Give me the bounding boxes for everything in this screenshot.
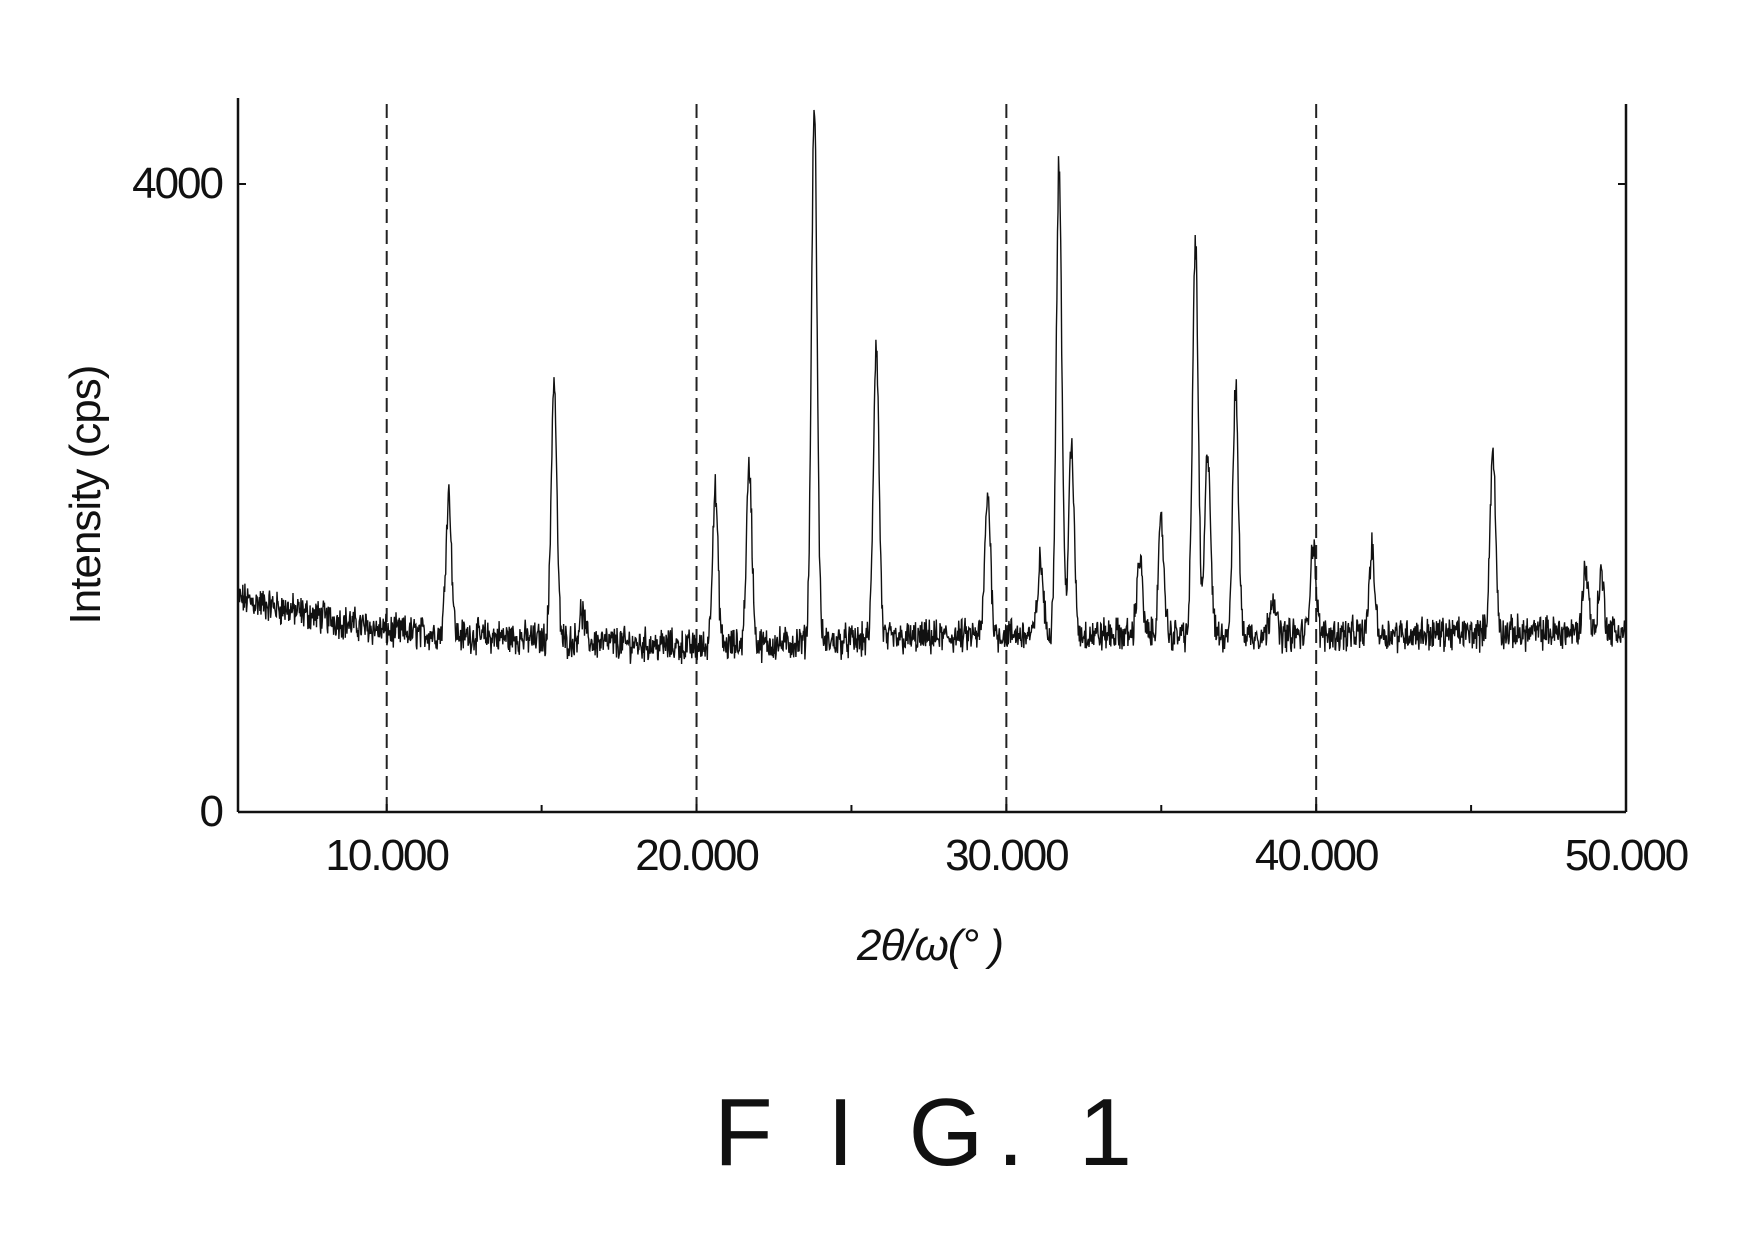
y-tick-label: 0 (200, 787, 223, 836)
y-axis-label: Intensity (cps) (61, 366, 110, 625)
x-tick-labels: 10.000 20.000 30.000 40.000 50.000 (325, 831, 1687, 880)
y-ticks (238, 184, 1626, 812)
x-tick-label: 30.000 (945, 831, 1068, 880)
x-tick-label: 50.000 (1565, 831, 1688, 880)
y-tick-labels: 0 4000 (132, 159, 222, 836)
axes (238, 98, 1626, 812)
series-line (238, 110, 1626, 664)
vertical-gridlines (387, 104, 1316, 812)
x-tick-label: 10.000 (325, 831, 448, 880)
x-axis-label: 2θ/ω(° ) (856, 921, 1003, 970)
x-tick-label: 40.000 (1255, 831, 1378, 880)
y-tick-label: 4000 (132, 159, 222, 208)
x-tick-label: 20.000 (635, 831, 758, 880)
plot-area (238, 110, 1626, 664)
figure-caption: F I G. 1 (714, 1079, 1146, 1186)
